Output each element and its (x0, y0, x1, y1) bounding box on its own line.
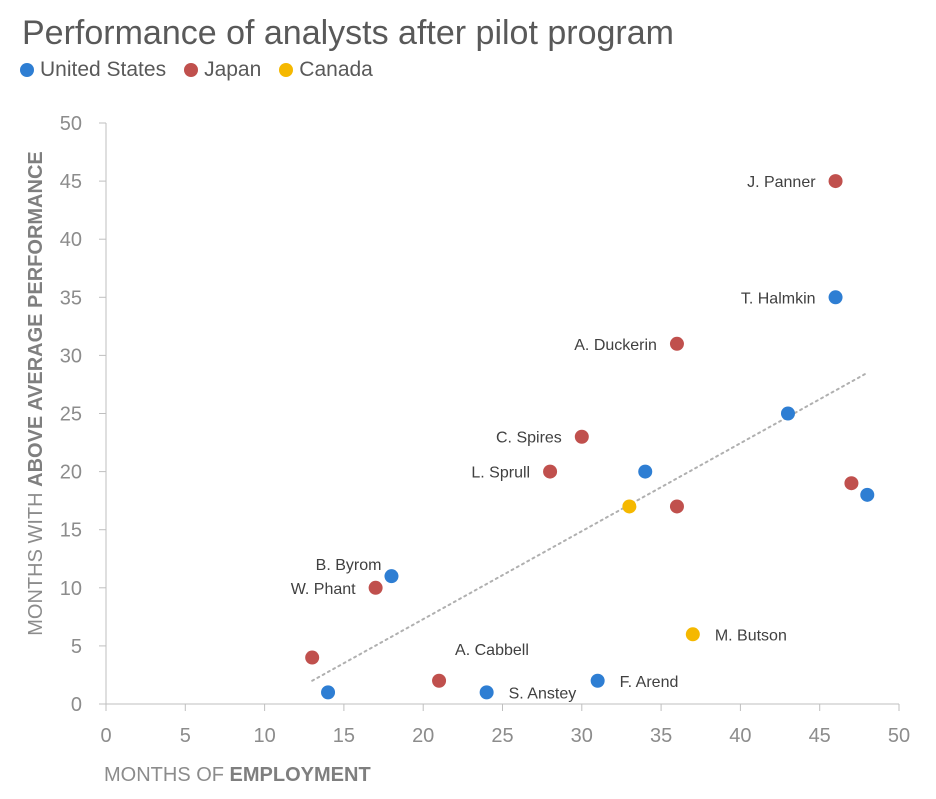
point-label: A. Duckerin (574, 337, 657, 354)
point-label: L. Sprull (471, 465, 530, 482)
point-united-states (780, 406, 795, 421)
point-united-states (479, 685, 494, 700)
y-tick-label: 10 (60, 578, 82, 600)
legend-label-canada: Canada (299, 58, 373, 81)
y-tick-label: 15 (60, 520, 82, 542)
points-group (305, 174, 875, 700)
x-axis-title: MONTHS OF EMPLOYMENT (104, 764, 371, 786)
x-tick-label: 30 (571, 725, 593, 747)
x-tick-label: 0 (100, 725, 111, 747)
legend-label-japan: Japan (204, 58, 262, 81)
point-japan (368, 580, 383, 595)
point-japan (305, 650, 320, 665)
x-tick-label: 40 (729, 725, 751, 747)
y-axis-title-emphasis: ABOVE AVERAGE PERFORMANCE (25, 151, 47, 487)
point-labels-group: B. Byrom S. Anstey F. Arend T. Halmkin W. Ph… (291, 174, 817, 702)
legend-marker-canada (279, 63, 294, 77)
point-united-states (638, 464, 653, 479)
y-tick-label: 0 (71, 694, 82, 716)
y-tick-label: 50 (60, 113, 82, 135)
legend-marker-japan (184, 63, 199, 77)
x-tick-label: 45 (809, 725, 831, 747)
y-tick-label: 20 (60, 462, 82, 484)
point-label: A. Cabbell (455, 642, 529, 659)
legend: United States Japan Canada (20, 58, 391, 82)
x-tick-label: 25 (491, 725, 513, 747)
y-tick-label: 35 (60, 287, 82, 309)
legend-item-japan: Japan (184, 58, 261, 82)
axes: 0 5 10 15 20 25 30 35 40 45 50 0 5 10 15 20 25 30 35 40 45 50 (60, 113, 910, 747)
point-label: F. Arend (620, 674, 679, 691)
x-axis-title-prefix: MONTHS OF (104, 764, 230, 786)
y-tick-label: 5 (71, 636, 82, 658)
point-canada (622, 499, 637, 514)
point-united-states (860, 487, 875, 502)
point-united-states (590, 673, 605, 688)
trendline (311, 371, 869, 682)
point-united-states (321, 685, 336, 700)
point-japan (828, 174, 843, 189)
point-japan (669, 336, 684, 351)
chart-title: Performance of analysts after pilot prog… (22, 14, 674, 52)
point-japan (844, 476, 859, 491)
x-tick-label: 50 (888, 725, 910, 747)
legend-label-united-states: United States (40, 58, 167, 81)
point-label: T. Halmkin (741, 290, 816, 307)
x-tick-label: 20 (412, 725, 434, 747)
trendline-group (311, 371, 869, 682)
point-canada (685, 627, 700, 642)
x-tick-label: 10 (253, 725, 275, 747)
point-label: C. Spires (496, 430, 562, 447)
y-axis-title: MONTHS WITH ABOVE AVERAGE PERFORMANCE (25, 151, 47, 635)
point-japan (574, 429, 589, 444)
y-tick-label: 25 (60, 404, 82, 426)
x-tick-label: 35 (650, 725, 672, 747)
y-tick-label: 40 (60, 229, 82, 251)
y-axis-title-prefix: MONTHS WITH (25, 487, 47, 636)
point-japan (669, 499, 684, 514)
point-japan (432, 673, 447, 688)
x-axis-title-emphasis: EMPLOYMENT (230, 764, 371, 786)
y-tick-label: 45 (60, 171, 82, 193)
legend-marker-united-states (20, 63, 34, 77)
point-label: S. Anstey (509, 685, 577, 702)
x-tick-label: 15 (333, 725, 355, 747)
legend-item-united-states: United States (20, 58, 166, 82)
point-united-states (828, 290, 843, 305)
x-tick-label: 5 (180, 725, 191, 747)
y-tick-label: 30 (60, 345, 82, 367)
point-label: B. Byrom (316, 557, 382, 574)
point-japan (543, 464, 558, 479)
point-label: J. Panner (747, 174, 816, 191)
point-label: M. Butson (715, 627, 787, 644)
point-label: W. Phant (291, 581, 356, 598)
legend-item-canada: Canada (279, 58, 373, 82)
point-united-states (384, 569, 399, 584)
